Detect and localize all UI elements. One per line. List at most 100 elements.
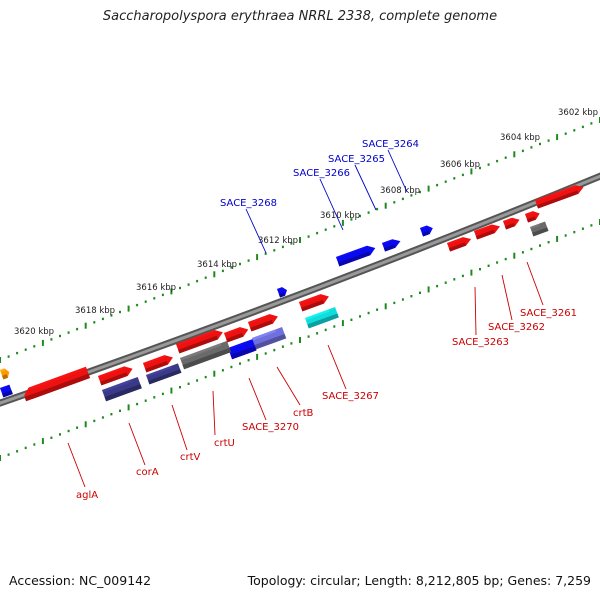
gene-arrow[interactable] (143, 353, 175, 373)
minor-tick (359, 315, 361, 318)
gene-arrow[interactable] (530, 221, 549, 237)
gene-arrow[interactable] (247, 312, 280, 332)
gene-arrow-shade (230, 346, 257, 360)
scale-label: 3606 kbp (440, 160, 480, 170)
gene-label[interactable]: SACE_3261 (520, 308, 577, 319)
gene-arrow-highlight (336, 245, 368, 260)
gene-arrow[interactable] (146, 363, 182, 385)
minor-tick (401, 197, 404, 201)
gene-arrow[interactable] (277, 286, 289, 298)
leader-line (319, 178, 344, 231)
gene-arrow-highlight (228, 341, 247, 351)
minor-tick (101, 317, 104, 321)
minor-tick (333, 325, 336, 328)
minor-tick (521, 251, 524, 254)
gene-arrow-shade (2, 374, 8, 380)
gene-label[interactable]: crtU (214, 438, 235, 449)
minor-tick (264, 352, 267, 355)
major-tick (299, 237, 301, 243)
minor-tick (16, 351, 19, 355)
minor-tick (573, 129, 576, 132)
minor-tick (290, 242, 293, 245)
gene-arrow-shade (2, 390, 13, 398)
gene-arrow-highlight (530, 223, 540, 230)
minor-tick (144, 399, 147, 402)
gene-label[interactable]: SACE_3262 (488, 322, 545, 333)
gene-arrow[interactable] (0, 367, 11, 380)
major-tick (213, 271, 216, 278)
gene-arrow[interactable] (503, 216, 521, 230)
gene-arrow[interactable] (180, 340, 232, 370)
inner-scale-ticks (0, 219, 600, 461)
gene-arrow-highlight (277, 287, 283, 291)
gene-arrow[interactable] (474, 222, 502, 240)
gene-label[interactable]: SACE_3265 (328, 154, 385, 165)
major-tick (127, 404, 130, 411)
scale-label: 3602 kbp (558, 108, 598, 118)
minor-tick (564, 234, 567, 237)
gene-label[interactable]: corA (136, 467, 159, 478)
gene-arrow[interactable] (228, 339, 257, 360)
scale-labels: 3602 kbp 3604 kbp 3606 kbp 3608 kbp 3610 kbp… (14, 108, 598, 337)
gene-arrow-shade (178, 335, 218, 354)
gene-arrow-highlight (299, 294, 322, 305)
minor-tick (144, 300, 147, 303)
scale-label: 3604 kbp (500, 133, 540, 143)
gene-arrow-highlight (98, 366, 126, 379)
gene-label[interactable]: SACE_3263 (452, 337, 509, 348)
gene-arrow[interactable] (447, 235, 473, 252)
minor-tick (179, 286, 181, 290)
gene-arrow[interactable] (102, 377, 142, 402)
major-tick (513, 151, 516, 158)
gene-label[interactable]: SACE_3267 (322, 391, 379, 402)
gene-arrow[interactable] (224, 325, 250, 343)
minor-tick (316, 332, 319, 335)
gene-arrow[interactable] (22, 366, 91, 402)
gene-arrow-highlight (224, 327, 241, 336)
minor-tick (33, 443, 36, 446)
gene-label[interactable]: crtB (293, 408, 314, 419)
gene-arrow[interactable] (251, 327, 287, 350)
gene-arrow[interactable] (305, 307, 339, 329)
gene-label[interactable]: crtV (180, 452, 201, 463)
major-tick (170, 387, 173, 394)
gene-label[interactable]: SACE_3264 (362, 139, 419, 150)
gene-arrow[interactable] (525, 209, 541, 223)
leader-line (526, 261, 544, 306)
major-tick (213, 370, 216, 377)
minor-tick (7, 453, 10, 456)
minor-tick (324, 328, 327, 332)
gene-label[interactable]: SACE_3268 (220, 198, 277, 209)
major-tick (556, 235, 559, 242)
gene-arrow[interactable] (98, 364, 134, 386)
minor-tick (401, 298, 404, 301)
minor-tick (76, 426, 79, 429)
minor-tick (50, 338, 53, 341)
gene-arrow[interactable] (382, 237, 402, 252)
gene-arrow[interactable] (0, 384, 13, 398)
gene-arrow-shade (536, 190, 579, 209)
gene-arrow[interactable] (420, 224, 434, 237)
gene-arrow[interactable] (535, 183, 585, 209)
gene-arrow[interactable] (336, 243, 377, 267)
gene-label[interactable]: SACE_3270 (242, 422, 299, 433)
gene-arrow[interactable] (176, 328, 225, 354)
outer-scale-ticks (0, 117, 600, 363)
minor-tick (590, 224, 593, 227)
gene-arrow-highlight (102, 379, 133, 393)
gene-arrow[interactable] (299, 292, 331, 312)
minor-tick (187, 382, 190, 385)
gene-label[interactable]: aglA (76, 490, 98, 501)
gene-arrow-highlight (251, 329, 277, 341)
major-tick (0, 357, 1, 363)
minor-tick (479, 166, 481, 170)
minor-tick (136, 402, 139, 406)
gene-label[interactable]: SACE_3266 (293, 168, 350, 179)
minor-tick (16, 450, 19, 453)
gene-arrow-shade (226, 333, 244, 343)
minor-tick (247, 259, 250, 262)
gene-arrow-highlight (0, 385, 7, 391)
major-tick (41, 339, 44, 346)
gene-arrow-highlight (28, 366, 87, 391)
minor-tick (359, 214, 361, 218)
